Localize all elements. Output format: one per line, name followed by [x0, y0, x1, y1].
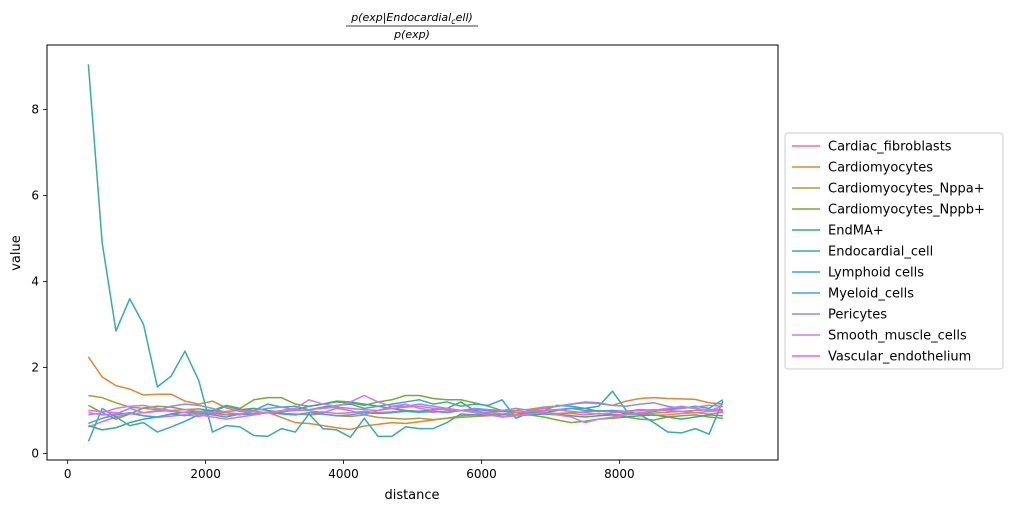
series-line-pericytes	[88, 401, 723, 416]
legend-label: Endocardial_cell	[828, 245, 933, 260]
y-tick-label: 2	[31, 361, 39, 375]
x-tick-label: 2000	[190, 467, 221, 481]
y-tick-label: 0	[31, 447, 39, 461]
series-line-endocardial-cell	[87, 64, 724, 438]
legend-label: Pericytes	[828, 308, 887, 323]
legend-label: Vascular_endothelium	[828, 350, 971, 365]
legend-label: Myeloid_cells	[828, 287, 914, 302]
legend: Cardiac_fibroblasts Cardiomyocytes Cardiom…	[784, 132, 1004, 370]
legend-label: Cardiomyocytes	[828, 161, 933, 176]
x-tick-label: 8000	[604, 467, 635, 481]
legend-label: Cardiomyocytes_Nppa+	[828, 182, 985, 197]
plot-frame	[46, 44, 779, 461]
legend-label: Cardiomyocytes_Nppb+	[828, 203, 985, 218]
title-denominator: p(exp)	[393, 28, 430, 41]
title-numerator: p(exp|Endocardialcell)	[350, 11, 473, 26]
series-line-cardiomyocytes-nppb-	[88, 394, 723, 424]
legend-label: Cardiac_fibroblasts	[828, 140, 952, 155]
y-axis-ticks: 0 2 4 6 8	[31, 103, 47, 461]
x-axis-label: distance	[384, 488, 439, 503]
x-axis-ticks: 0 2000 4000 6000 8000	[64, 460, 635, 481]
series-line-vascular-endothelium	[88, 405, 723, 415]
legend-box	[784, 132, 1004, 370]
y-axis-label: value	[9, 235, 24, 271]
x-tick-label: 4000	[328, 467, 359, 481]
x-tick-label: 6000	[466, 467, 497, 481]
series-layer	[87, 64, 724, 442]
x-tick-label: 0	[64, 467, 72, 481]
legend-label: Smooth_muscle_cells	[828, 329, 967, 344]
y-tick-label: 8	[31, 103, 39, 117]
y-tick-label: 4	[31, 275, 39, 289]
chart-title: p(exp|Endocardialcell) p(exp)	[346, 11, 478, 41]
series-line-cardiomyocytes	[87, 356, 723, 431]
legend-label: Lymphoid cells	[828, 266, 924, 281]
y-tick-label: 6	[31, 189, 39, 203]
series-line-smooth-muscle-cells	[88, 394, 724, 424]
legend-label: EndMA+	[828, 224, 884, 239]
